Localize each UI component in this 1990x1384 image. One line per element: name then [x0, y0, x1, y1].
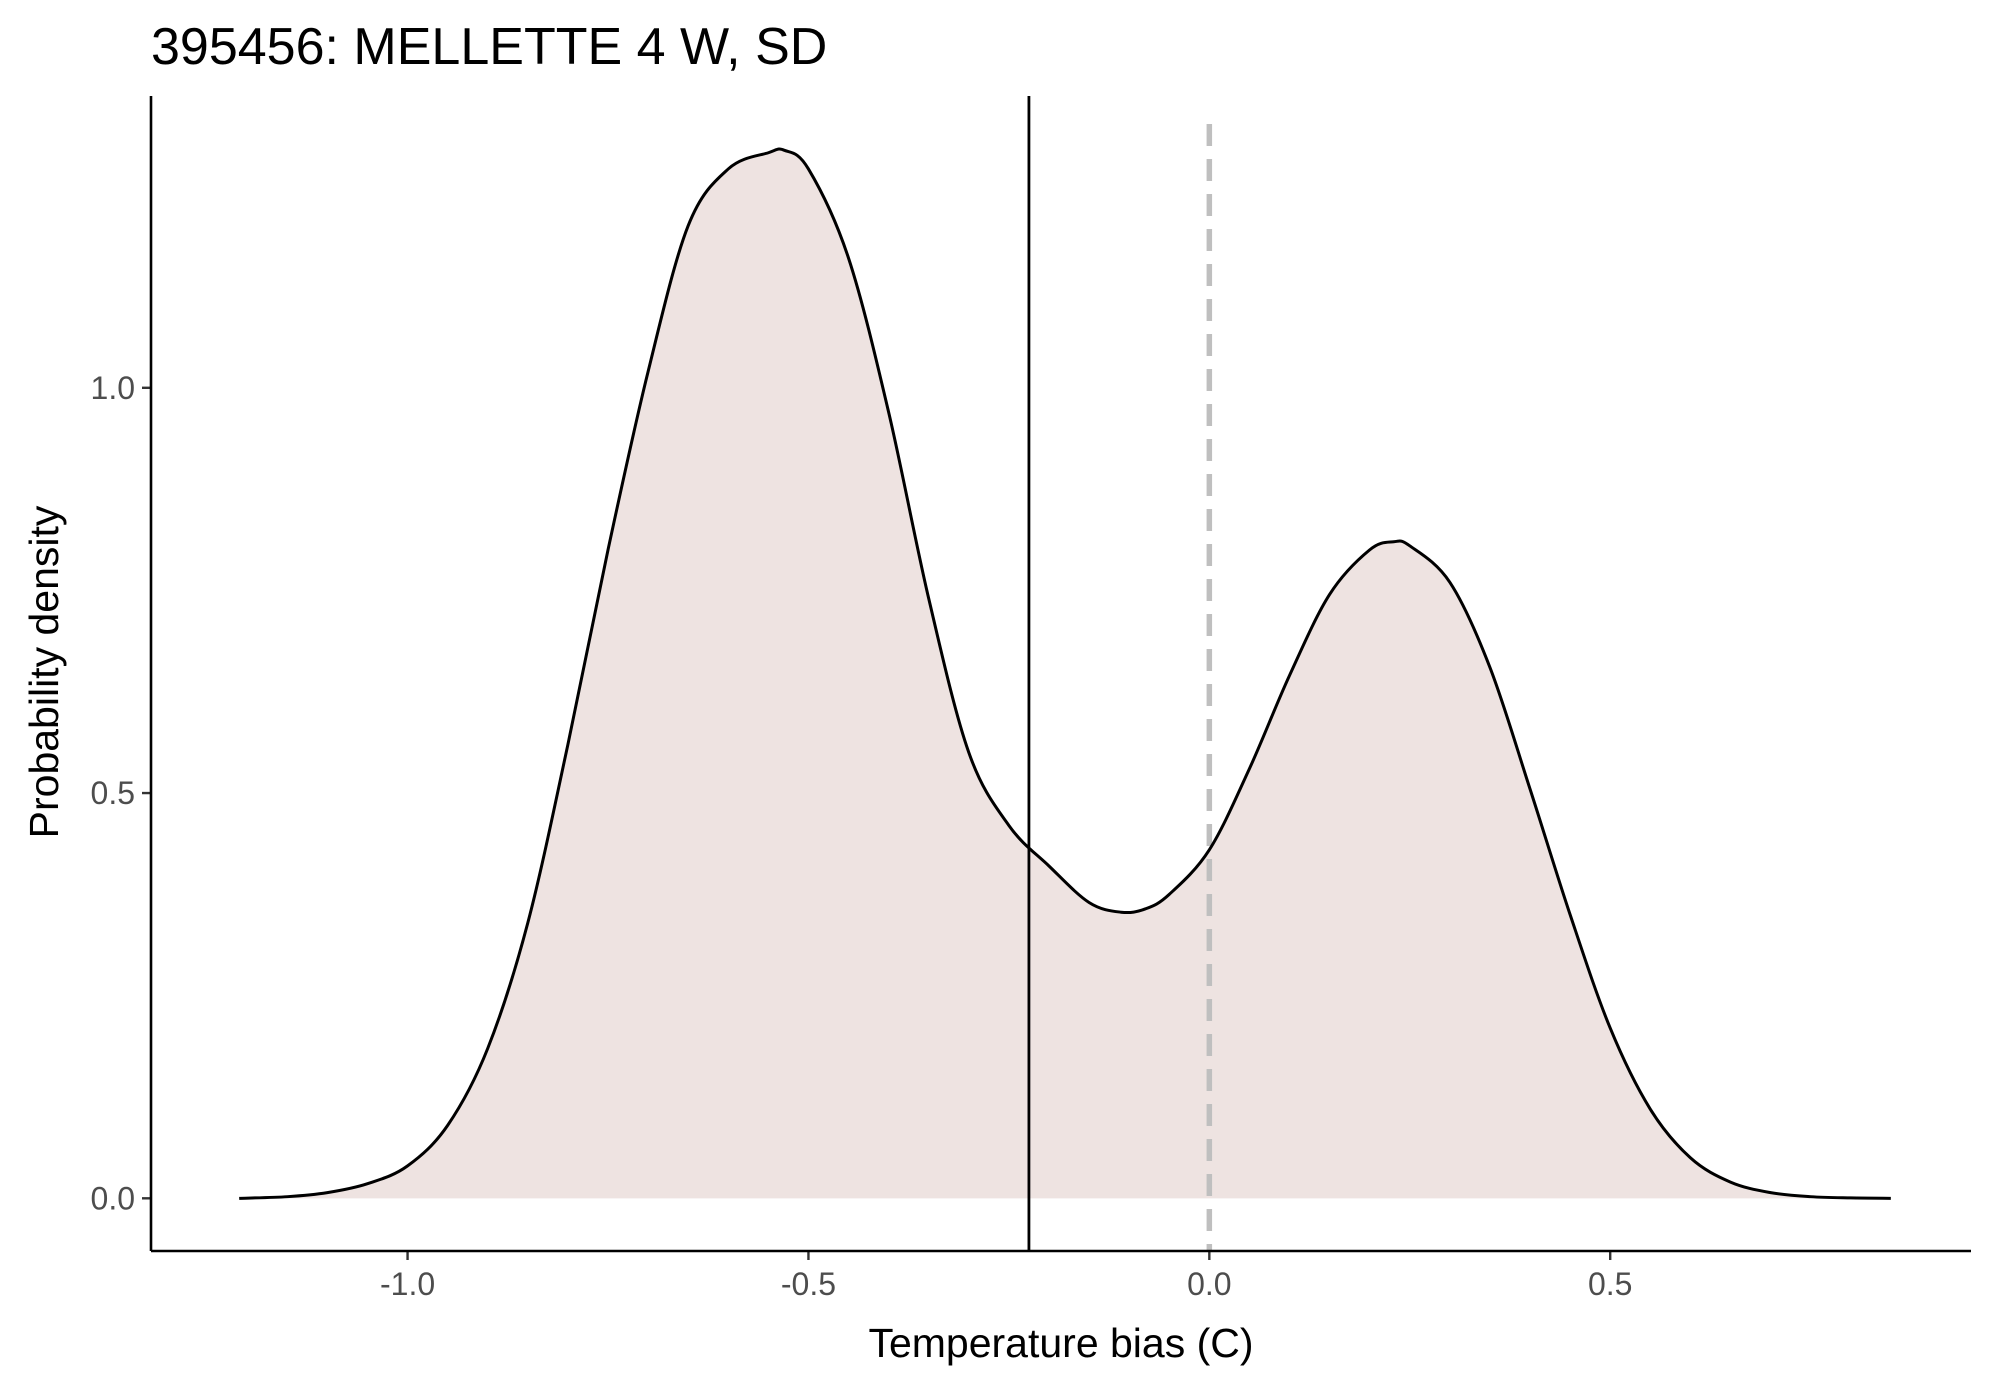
x-tick-label: 0.5	[1588, 1266, 1632, 1302]
x-tick-label: -1.0	[380, 1266, 435, 1302]
chart-title: 395456: MELLETTE 4 W, SD	[151, 18, 827, 76]
y-axis-title: Probability density	[21, 505, 67, 838]
x-tick-label: 0.0	[1187, 1266, 1231, 1302]
x-axis-title: Temperature bias (C)	[868, 1320, 1253, 1366]
plot-area	[239, 96, 1891, 1251]
y-axis-ticks: 0.0 0.5 1.0	[91, 370, 151, 1216]
y-tick-label: 0.5	[91, 775, 135, 811]
y-tick-label: 0.0	[91, 1180, 135, 1216]
density-area	[239, 149, 1891, 1199]
x-tick-label: -0.5	[781, 1266, 836, 1302]
density-curve	[239, 147, 1891, 1200]
x-axis-ticks: -1.0 -0.5 0.0 0.5	[380, 1251, 1632, 1302]
y-tick-label: 1.0	[91, 370, 135, 406]
